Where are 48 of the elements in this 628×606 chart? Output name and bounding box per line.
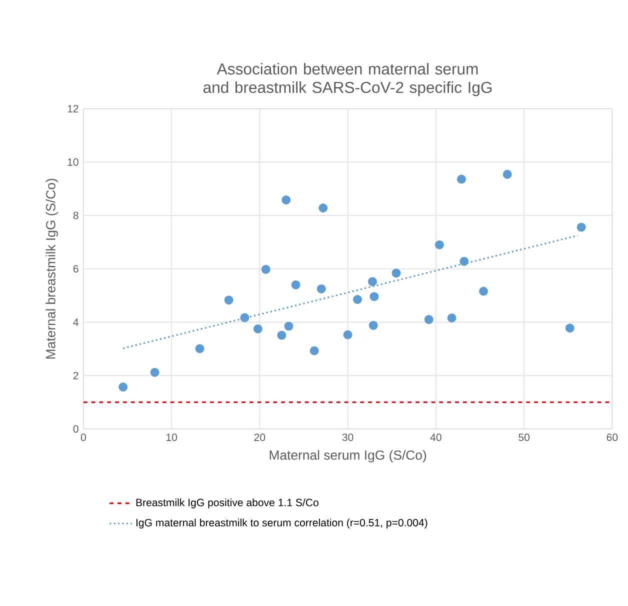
point (457, 174, 466, 184)
point (479, 286, 488, 296)
point (195, 344, 204, 354)
y-tick-label: 10 (68, 158, 78, 166)
point (368, 277, 377, 286)
point (565, 324, 574, 333)
x-tick-label: 20 (254, 434, 266, 442)
y-tick-label: 0 (73, 425, 78, 433)
x-tick-label: 60 (606, 434, 618, 442)
point (370, 292, 379, 302)
point (277, 330, 286, 340)
y-tick-label: 6 (73, 265, 78, 273)
point (291, 280, 300, 290)
point (434, 240, 444, 250)
y-tick-label: 4 (73, 318, 78, 326)
point (118, 382, 128, 392)
point (368, 320, 378, 330)
point (318, 204, 328, 213)
point (460, 256, 469, 266)
chart-title: Association between maternal serum and breastmilk SARS-CoV-2 specific IgG (203, 63, 492, 96)
point (284, 322, 294, 331)
point (224, 296, 234, 305)
x-axis-title: Maternal serum IgG (S/Co) (270, 450, 426, 462)
y-tick-label: 12 (68, 105, 78, 112)
point (343, 330, 352, 340)
y-tick-label: 2 (73, 372, 78, 380)
point (253, 324, 262, 334)
x-tick-label: 30 (342, 434, 354, 442)
y-axis-title: Maternal breastmilk IgG (S/Co) (46, 178, 58, 359)
point (240, 313, 250, 322)
x-tick-label: 0 (80, 434, 86, 442)
point (310, 346, 319, 356)
point (353, 295, 362, 304)
x-tick-label: 50 (518, 434, 530, 442)
legend-label: IgG maternal breastmilk to serum correlation (r=0.51, p=0.004) (136, 518, 428, 529)
x-tick-label: 40 (430, 434, 442, 442)
point (316, 284, 326, 294)
point (392, 268, 401, 278)
legend-label: Breastmilk IgG positive above 1.1 S/Co (136, 498, 318, 508)
point (150, 368, 160, 377)
point (424, 315, 434, 324)
point (282, 196, 291, 205)
point (447, 314, 456, 322)
y-tick-label: 8 (73, 212, 78, 220)
point (576, 222, 586, 232)
x-tick-label: 10 (166, 434, 178, 442)
point (261, 264, 270, 274)
point (502, 170, 512, 179)
